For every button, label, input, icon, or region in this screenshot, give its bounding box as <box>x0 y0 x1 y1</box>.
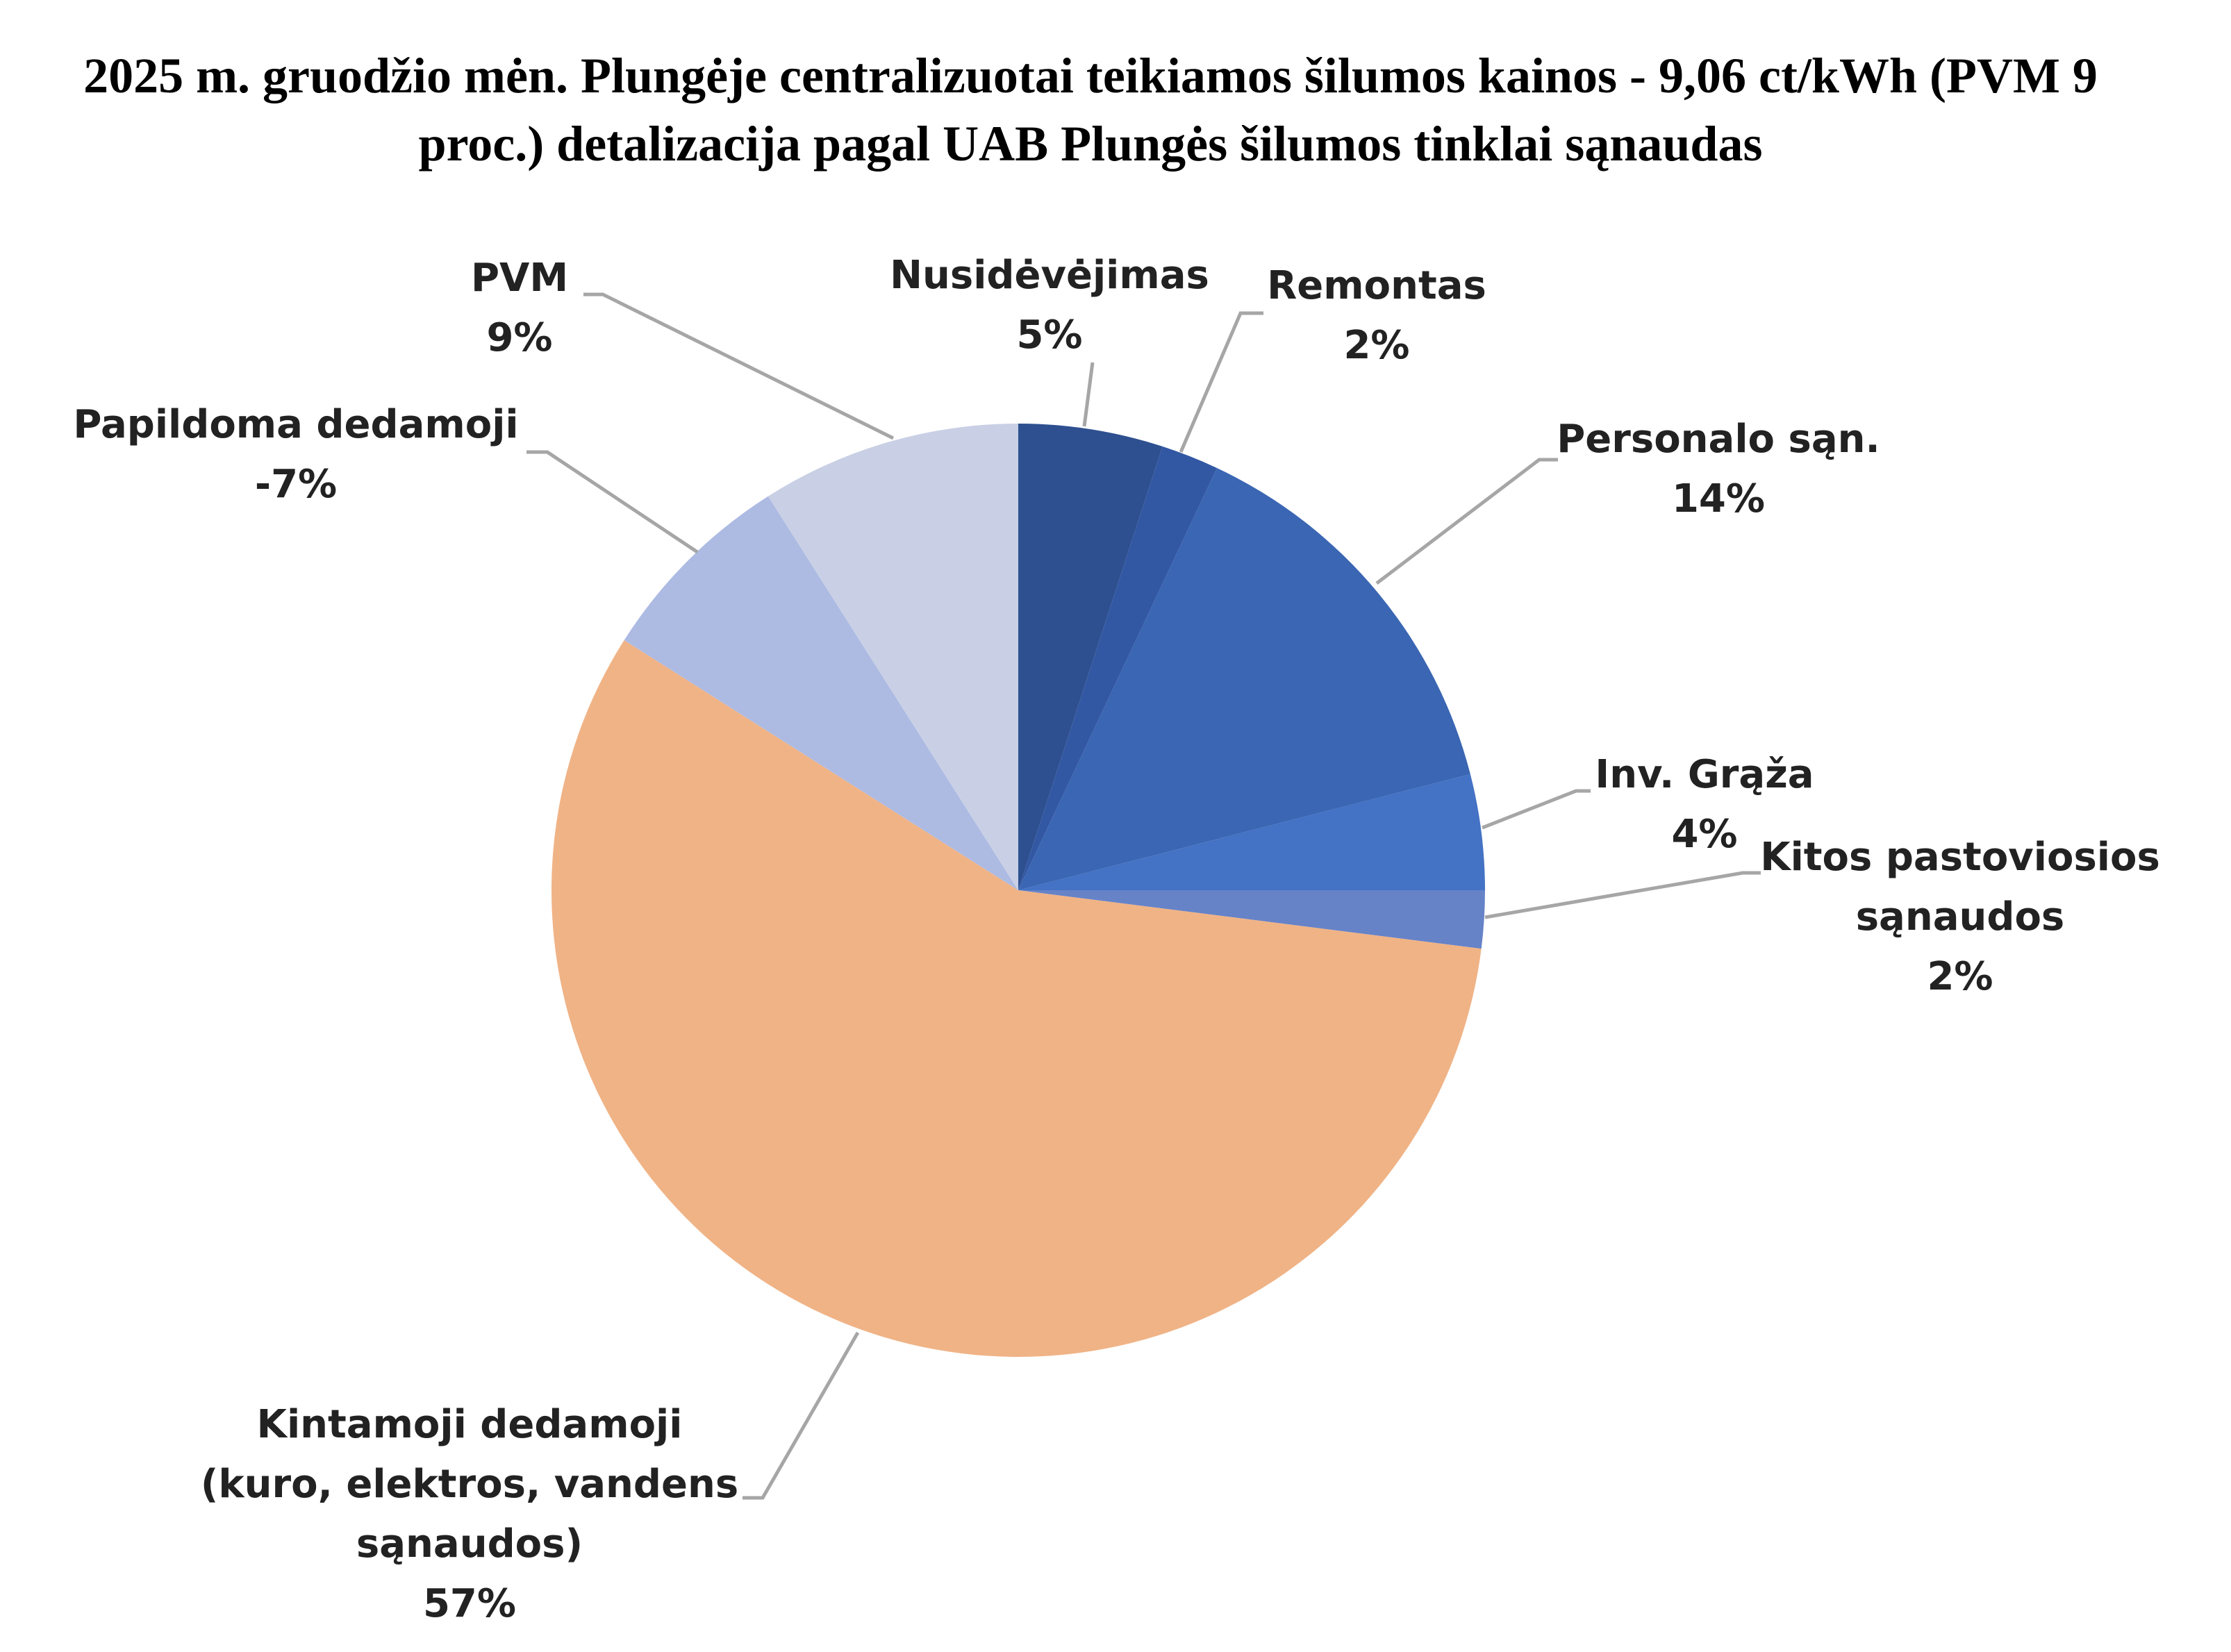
value-label: 4% <box>1671 812 1738 857</box>
value-label: -7% <box>254 462 338 507</box>
category-label: Nusidėvėjimas <box>890 253 1209 298</box>
leader-line <box>1082 362 1095 427</box>
pie-slice <box>1018 774 1485 890</box>
pie-slice <box>1018 890 1485 949</box>
data-label: Personalo sąn. 14% <box>1545 410 1892 529</box>
pie-slice <box>1018 467 1470 890</box>
category-label: Kintamoji dedamoji (kuro, elektros, vand… <box>200 1402 739 1567</box>
category-label: Inv. Grąža <box>1595 752 1814 797</box>
pie-slice <box>768 424 1018 890</box>
data-label: Remontas 2% <box>1238 256 1516 376</box>
value-label: 9% <box>486 315 553 360</box>
leader-line <box>1375 458 1558 585</box>
pie-slice <box>1018 446 1218 890</box>
leader-line <box>743 1331 860 1500</box>
data-label: PVM 9% <box>415 249 624 368</box>
leader-line <box>583 292 895 440</box>
pie-slice <box>551 640 1482 1357</box>
leader-line <box>1484 871 1761 919</box>
value-label: 57% <box>422 1581 517 1626</box>
category-label: Personalo sąn. <box>1557 417 1880 462</box>
leader-line <box>526 450 699 554</box>
leader-line <box>1179 311 1263 453</box>
value-label: 5% <box>1016 312 1083 358</box>
leader-line <box>1482 789 1591 830</box>
data-label: Kitos pastoviosios sąnaudos 2% <box>1752 828 2168 1007</box>
category-label: Remontas <box>1267 263 1486 308</box>
value-label: 2% <box>1927 954 1993 999</box>
data-label: Papildoma dedamoji -7% <box>53 395 539 515</box>
category-label: Kitos pastoviosios sąnaudos <box>1760 835 2160 940</box>
pie-slice <box>1018 424 1163 890</box>
pie-slice <box>624 496 1018 890</box>
category-label: PVM <box>470 256 569 301</box>
data-label: Kintamoji dedamoji (kuro, elektros, vand… <box>199 1395 740 1634</box>
category-label: Papildoma dedamoji <box>73 402 519 447</box>
chart-title: 2025 m. gruodžio mėn. Plungėje centraliz… <box>83 48 2098 172</box>
value-label: 14% <box>1671 476 1766 522</box>
data-label: Nusidėvėjimas 5% <box>841 246 1258 365</box>
value-label: 2% <box>1343 323 1410 368</box>
data-label: Inv. Grąža 4% <box>1566 745 1843 865</box>
